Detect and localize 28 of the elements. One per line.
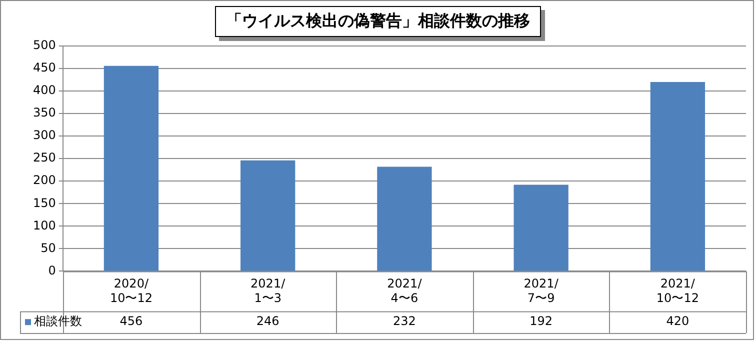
chart-title: 「ウイルス検出の偽警告」相談件数の推移 bbox=[215, 6, 541, 37]
x-tick-label: 2021/ 7〜9 bbox=[524, 276, 560, 305]
x-tick-label: 2021/ 1〜3 bbox=[250, 276, 286, 305]
data-label: 420 bbox=[666, 314, 690, 328]
data-label: 246 bbox=[256, 314, 280, 328]
y-tick-label: 300 bbox=[33, 128, 56, 142]
y-tick-label: 200 bbox=[33, 173, 56, 188]
y-tick-label: 400 bbox=[33, 83, 56, 98]
data-label: 232 bbox=[393, 314, 416, 328]
y-tick-label: 0 bbox=[48, 263, 56, 278]
bar bbox=[104, 66, 159, 271]
y-tick-label: 350 bbox=[33, 106, 56, 120]
legend-label: 相談件数 bbox=[34, 314, 82, 328]
data-label: 192 bbox=[530, 314, 553, 328]
x-tick-label: 2021/ 4〜6 bbox=[387, 276, 423, 305]
x-tick-label: 2021/ 10〜12 bbox=[656, 276, 699, 305]
y-tick-label: 50 bbox=[40, 240, 56, 255]
y-tick-label: 450 bbox=[33, 60, 56, 75]
x-tick-label: 2020/ 10〜12 bbox=[110, 276, 152, 305]
y-tick-label: 100 bbox=[33, 218, 56, 232]
y-tick-label: 500 bbox=[33, 38, 56, 52]
data-label: 456 bbox=[120, 314, 143, 328]
y-tick-label: 150 bbox=[33, 196, 56, 210]
y-tick-label: 250 bbox=[33, 150, 56, 165]
bar bbox=[514, 184, 568, 271]
bar bbox=[240, 160, 296, 271]
bar bbox=[377, 166, 432, 271]
bar bbox=[650, 82, 706, 271]
